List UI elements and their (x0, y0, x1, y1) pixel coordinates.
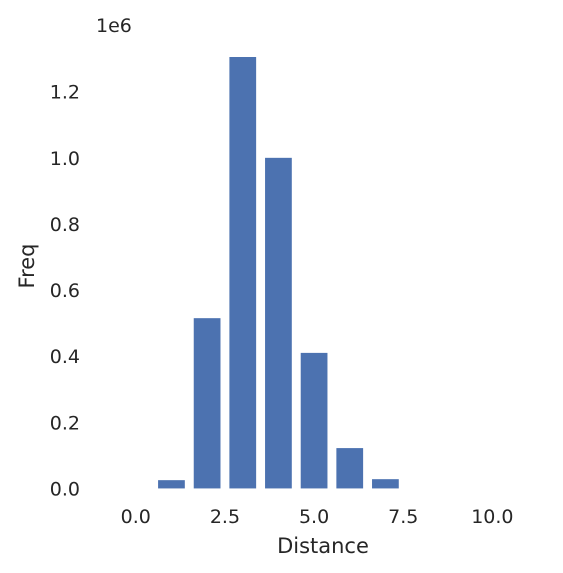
y-tick-label: 0.8 (50, 214, 80, 236)
bar-5 (300, 352, 328, 489)
x-tick-label: 7.5 (388, 506, 418, 528)
bar-7 (372, 479, 399, 489)
bar-6 (336, 448, 364, 489)
bars-group (158, 57, 399, 489)
y-tick-label: 1.0 (50, 148, 80, 170)
x-tick-label: 10.0 (471, 506, 513, 528)
y-tick-label: 0.0 (50, 478, 80, 500)
y-tick-label: 1.2 (50, 82, 80, 104)
x-tick-labels: 0.0 2.5 5.0 7.5 10.0 (121, 506, 514, 528)
y-tick-label: 0.2 (50, 412, 80, 434)
x-axis-label: Distance (277, 534, 369, 558)
y-tick-label: 0.6 (50, 280, 80, 302)
x-tick-label: 5.0 (299, 506, 329, 528)
x-tick-label: 0.0 (121, 506, 151, 528)
y-tick-label: 0.4 (50, 346, 80, 368)
bar-2 (193, 318, 221, 489)
y-multiplier-label: 1e6 (96, 15, 132, 37)
y-axis-label: Freq (15, 244, 39, 289)
bar-3 (229, 57, 257, 489)
bar-4 (265, 157, 292, 489)
bar-1 (158, 480, 185, 489)
y-tick-labels: 0.0 0.2 0.4 0.6 0.8 1.0 1.2 (50, 82, 80, 501)
x-tick-label: 2.5 (210, 506, 240, 528)
